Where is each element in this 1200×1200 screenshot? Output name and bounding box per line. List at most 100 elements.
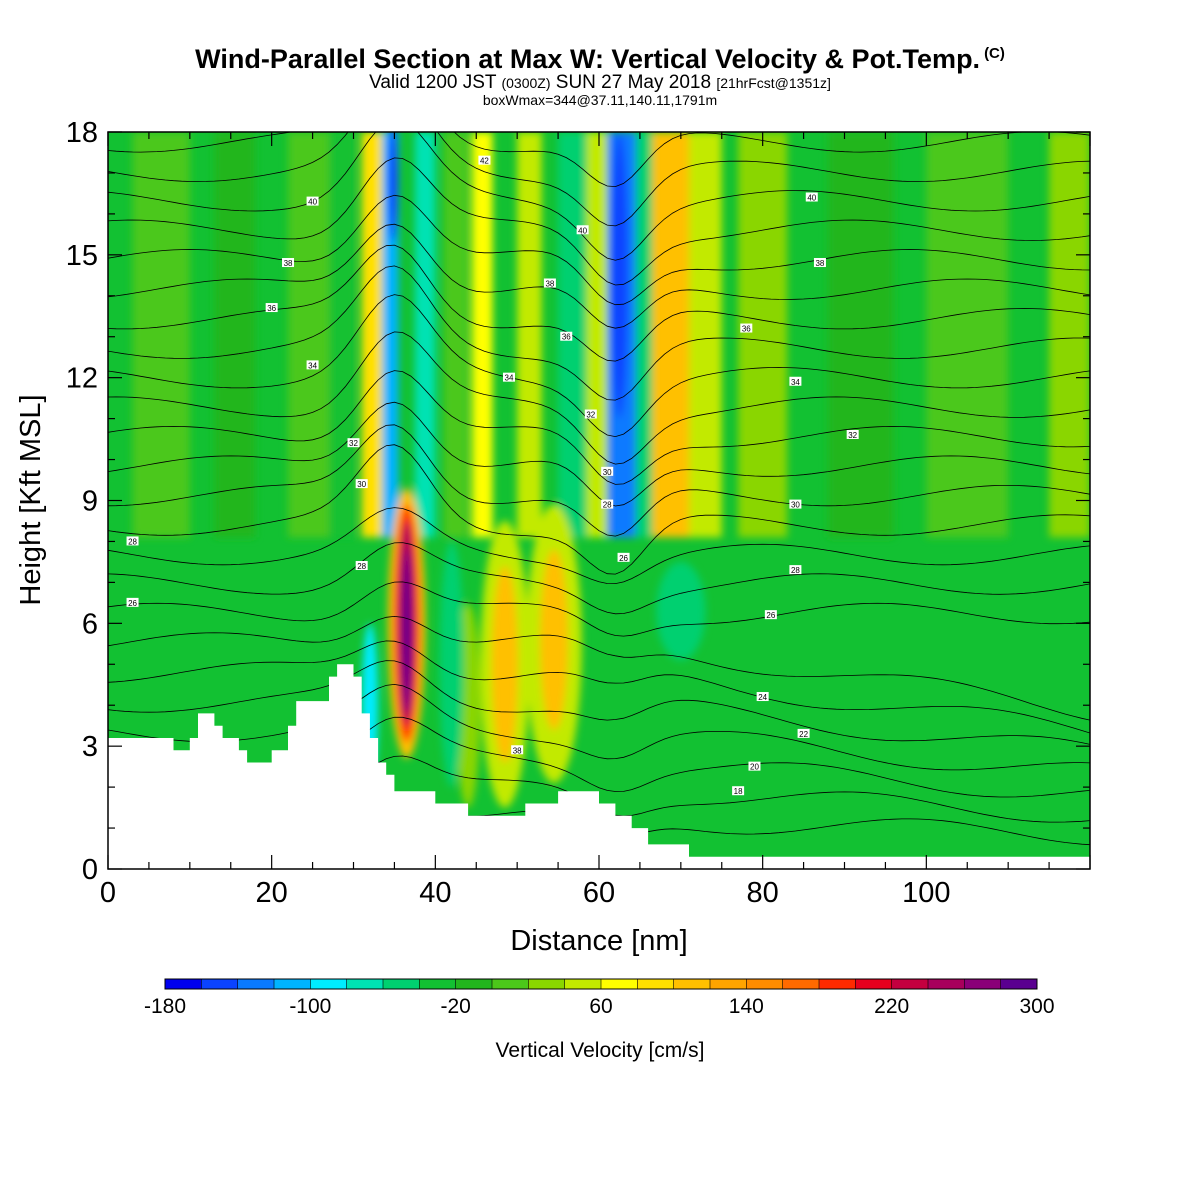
theta-label-bg <box>789 499 802 509</box>
theta-label-bg <box>478 155 491 165</box>
y-tick-label: 3 <box>82 731 98 763</box>
theta-contour <box>108 157 1090 286</box>
theta-label-bg <box>347 438 360 448</box>
theta-contour-labels: 42 40 40 40 38 38 38 36 36 36 34 34 34 32 32 32 30 30 30 28… <box>126 155 859 796</box>
theta-label: 28 <box>357 562 366 571</box>
theta-label: 32 <box>848 431 857 440</box>
theta-label: 30 <box>357 480 366 489</box>
theta-label: 34 <box>308 361 317 370</box>
colorbar-swatch <box>201 979 238 989</box>
theta-label: 18 <box>734 787 743 796</box>
downdraft-core <box>611 132 628 419</box>
x-axis-label: Distance [nm] <box>510 925 687 957</box>
theta-contour <box>108 640 1090 734</box>
w-band <box>586 132 608 538</box>
theta-label: 36 <box>267 304 276 313</box>
colorbar-swatch <box>746 979 783 989</box>
theta-label: 34 <box>505 374 514 383</box>
theta-contour <box>108 194 1090 306</box>
theta-label: 26 <box>619 554 628 563</box>
x-tick-label: 100 <box>902 877 950 909</box>
updraft-core <box>402 549 411 714</box>
theta-label-bg <box>265 303 278 313</box>
w-cell <box>491 566 518 763</box>
theta-label: 30 <box>603 468 612 477</box>
y-tick-label: 15 <box>66 240 98 272</box>
colorbar-swatch <box>819 979 856 989</box>
w-cell <box>439 541 464 788</box>
theta-label: 32 <box>349 439 358 448</box>
w-band <box>689 132 722 538</box>
theta-contour <box>108 542 1090 615</box>
colorbar-swatch <box>528 979 565 989</box>
w-band <box>1049 132 1090 538</box>
theta-label-bg <box>617 552 630 562</box>
theta-contour <box>108 615 1090 721</box>
theta-label: 38 <box>513 746 522 755</box>
valid-time-line: Valid 1200 JST (0300Z) SUN 27 May 2018 [… <box>0 72 1200 94</box>
colorbar-tick-label: -20 <box>440 995 470 1018</box>
colorbar-swatch <box>383 979 420 989</box>
theta-label: 30 <box>791 501 800 510</box>
theta-label-bg <box>789 565 802 575</box>
w-band <box>414 132 436 538</box>
theta-label: 34 <box>791 378 800 387</box>
colorbar-swatch <box>564 979 602 989</box>
theta-label-bg <box>732 786 745 796</box>
w-band <box>828 132 894 538</box>
theta-label: 40 <box>578 226 587 235</box>
colorbar-swatch <box>964 979 1001 989</box>
theta-label-bg <box>813 258 826 268</box>
theta-label-bg <box>543 278 556 288</box>
theta-label-bg <box>756 692 769 702</box>
colorbar-swatch <box>782 979 820 989</box>
w-band <box>361 132 383 538</box>
w-band <box>635 132 653 538</box>
theta-label: 38 <box>815 259 824 268</box>
theta-contour <box>108 223 1090 329</box>
theta-label: 28 <box>791 566 800 575</box>
x-tick-label: 60 <box>583 877 615 909</box>
colorbar-swatch <box>419 979 456 989</box>
colorbar-tick-label: 60 <box>589 995 612 1018</box>
colorbar-swatch <box>237 979 275 989</box>
theta-contour <box>108 660 1090 745</box>
theta-label-bg <box>355 479 368 489</box>
theta-label: 38 <box>545 279 554 288</box>
w-band <box>738 132 788 538</box>
y-tick-label: 6 <box>82 608 98 640</box>
theta-contour <box>108 683 1090 771</box>
theta-label-bg <box>502 372 515 382</box>
theta-label: 20 <box>750 763 759 772</box>
w-band <box>443 132 469 538</box>
valid-time: Valid 1200 JST <box>369 72 497 93</box>
theta-label-bg <box>576 225 589 235</box>
theta-label-bg <box>511 745 524 755</box>
theta-label: 28 <box>603 501 612 510</box>
theta-label-bg <box>126 597 139 607</box>
box-wmax-line: boxWmax=344@37.11,140.11,1791m <box>482 92 718 108</box>
x-tick-label: 40 <box>419 877 451 909</box>
theta-label-bg <box>797 728 810 738</box>
y-axis-label: Height [Kft MSL] <box>15 394 47 605</box>
colorbar-swatch <box>310 979 347 989</box>
theta-contour <box>108 370 1090 485</box>
theta-label-bg <box>805 192 818 202</box>
theta-label-bg <box>126 536 139 546</box>
theta-contour <box>108 444 1090 575</box>
terrain <box>108 664 1090 869</box>
theta-label: 40 <box>308 198 317 207</box>
theta-label: 26 <box>128 599 137 608</box>
theta-label-bg <box>789 376 802 386</box>
forecast-info: [21hrFcst@1351z] <box>716 75 831 91</box>
theta-label-bg <box>601 466 614 476</box>
colorbar-swatch <box>165 979 202 989</box>
colorbar-swatch <box>455 979 493 989</box>
terrain-fill <box>108 664 1090 869</box>
colorbar-swatch <box>346 979 384 989</box>
colorbar-swatch <box>928 979 965 989</box>
x-tick-label: 80 <box>747 877 779 909</box>
colorbar-swatch <box>492 979 529 989</box>
